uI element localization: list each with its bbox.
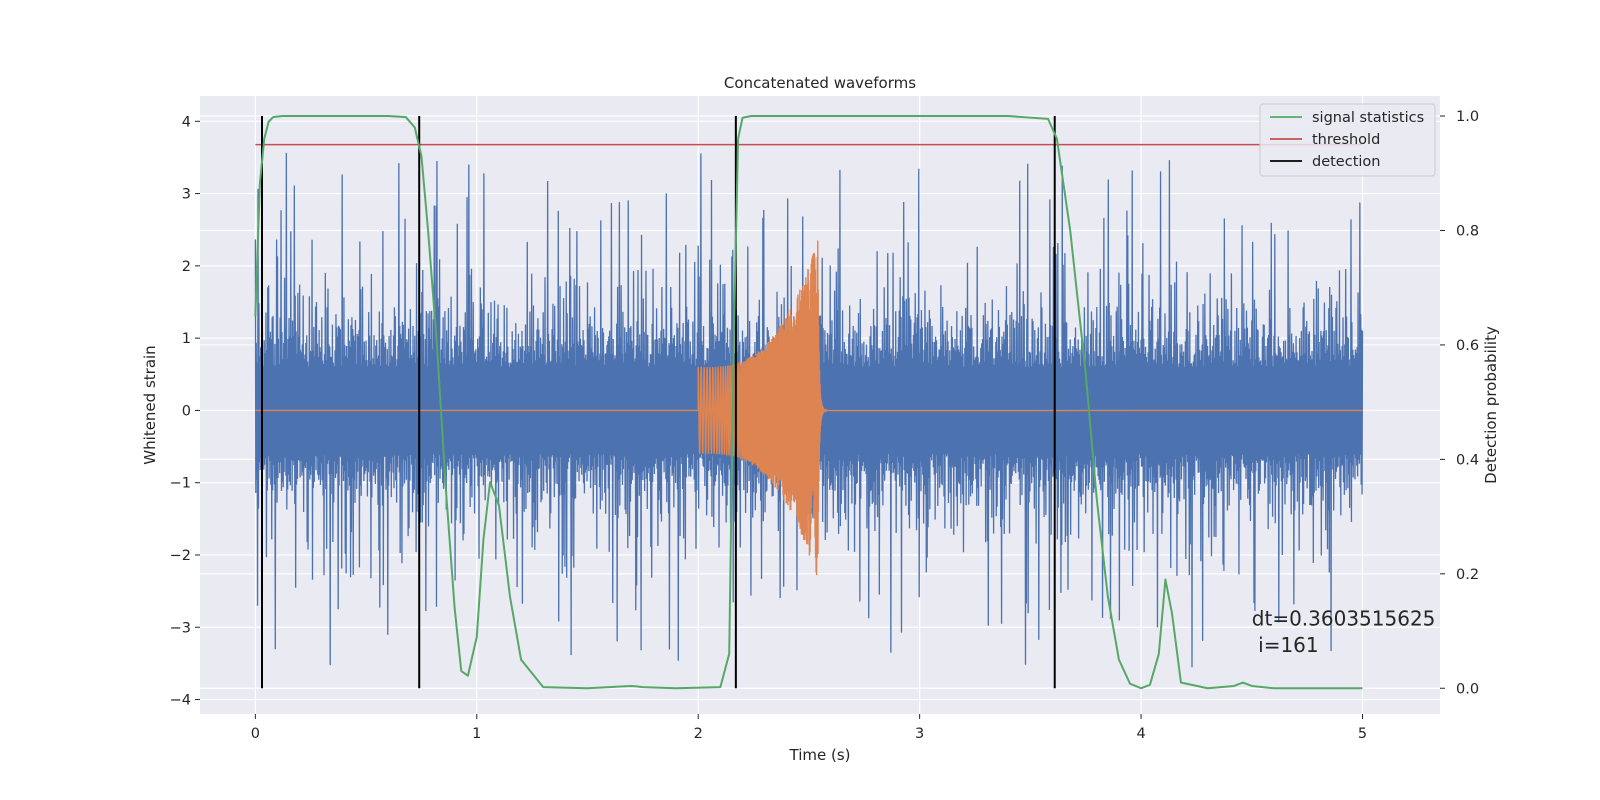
y-tick-label-left: 1 bbox=[182, 331, 191, 347]
legend-label-signal-statistics: signal statistics bbox=[1312, 110, 1424, 126]
legend-label-detection: detection bbox=[1312, 154, 1380, 170]
y-tick-label-left: −1 bbox=[170, 476, 191, 492]
y-tick-label-right: 0.4 bbox=[1456, 452, 1479, 468]
y-tick-label-left: 3 bbox=[182, 187, 191, 203]
y-tick-label-left: 2 bbox=[182, 259, 191, 275]
axis-ticks: 0 1 2 3 4 5 4 3 2 1 0 −1 −2 −3 −4 1.0 0.8 0.6 0.4 0.2 0.0 bbox=[170, 109, 1479, 742]
y-tick-label-right: 0.8 bbox=[1456, 223, 1479, 239]
y-tick-label-right: 0.2 bbox=[1456, 567, 1479, 583]
legend-box bbox=[1259, 103, 1436, 177]
y-tick-label-right: 0.6 bbox=[1456, 338, 1479, 354]
legend: signal statistics threshold detection bbox=[1259, 103, 1436, 177]
y-tick-label-right: 1.0 bbox=[1456, 109, 1479, 125]
y-tick-label-left: 4 bbox=[182, 114, 191, 130]
x-tick-label: 1 bbox=[472, 726, 481, 742]
x-tick-label: 4 bbox=[1136, 726, 1145, 742]
y-tick-label-left: −2 bbox=[170, 548, 191, 564]
injected-waveform-line bbox=[255, 240, 1363, 576]
x-tick-label: 2 bbox=[694, 726, 703, 742]
x-axis-label: Time (s) bbox=[789, 746, 851, 764]
chart-title: Concatenated waveforms bbox=[724, 74, 916, 92]
x-tick-label: 0 bbox=[251, 726, 260, 742]
y-tick-label-right: 0.0 bbox=[1456, 681, 1479, 697]
y-axis-label-right: Detection probability bbox=[1482, 326, 1500, 484]
annotation-dt: dt=0.3603515625 bbox=[1252, 606, 1436, 630]
x-tick-label: 5 bbox=[1358, 726, 1367, 742]
y-tick-label-left: −4 bbox=[170, 693, 191, 709]
y-axis-label-left: Whitened strain bbox=[141, 345, 159, 464]
data-series bbox=[254, 115, 1364, 690]
signal-statistics-line bbox=[254, 115, 1363, 690]
annotation-index: i=161 bbox=[1252, 633, 1319, 657]
y-tick-label-left: −3 bbox=[170, 620, 191, 636]
x-tick-label: 3 bbox=[915, 726, 924, 742]
legend-label-threshold: threshold bbox=[1312, 132, 1380, 148]
y-tick-label-left: 0 bbox=[182, 403, 191, 419]
